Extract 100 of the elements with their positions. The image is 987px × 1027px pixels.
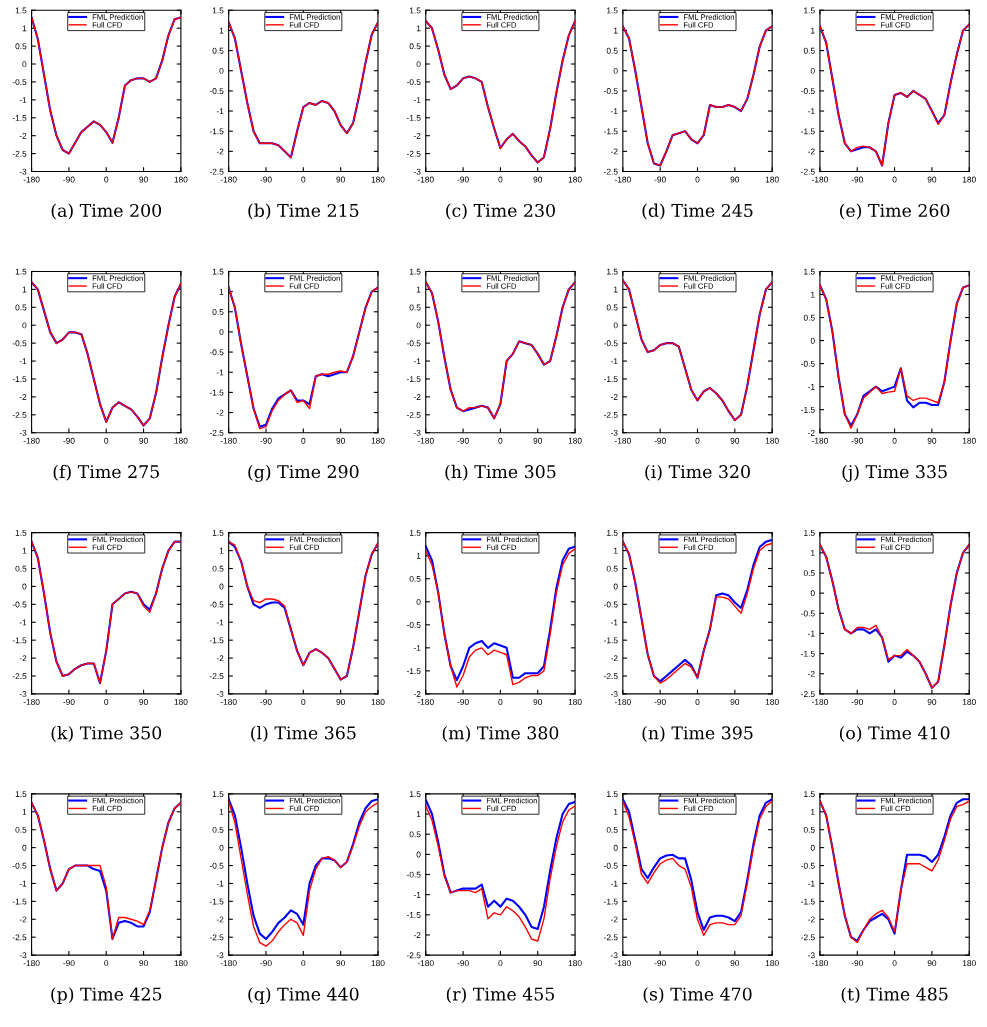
y-tick-label: -0.5 bbox=[209, 862, 224, 869]
x-tick-label: 180 bbox=[962, 437, 976, 444]
x-axis-title: (g) Time 290 bbox=[248, 464, 359, 482]
y-tick-label: 1 bbox=[22, 25, 27, 32]
y-tick-label: -3 bbox=[413, 168, 421, 175]
y-tick-label: -0.5 bbox=[603, 862, 618, 869]
x-tick-label: 180 bbox=[962, 698, 976, 705]
x-tick-label: -90 bbox=[457, 437, 469, 444]
y-tick-label: 0.5 bbox=[409, 304, 421, 311]
x-tick-label: 0 bbox=[498, 176, 503, 183]
y-tick-label: -3 bbox=[413, 429, 421, 436]
x-tick-label: -180 bbox=[417, 698, 434, 705]
x-axis-title: (r) Time 455 bbox=[446, 987, 555, 1004]
y-tick-label: -2 bbox=[216, 655, 224, 662]
x-axis-title: (s) Time 470 bbox=[643, 987, 752, 1004]
y-tick-label: -1 bbox=[413, 891, 421, 898]
x-tick-label: 180 bbox=[568, 437, 582, 444]
y-tick-label: 1 bbox=[22, 809, 27, 815]
y-tick-label: -1 bbox=[216, 619, 224, 626]
x-tick-label: 180 bbox=[765, 176, 779, 183]
y-tick-label: -2 bbox=[808, 148, 815, 155]
y-tick-label: -2.5 bbox=[603, 411, 618, 418]
x-tick-label: 180 bbox=[174, 176, 188, 183]
y-tick-label: -1.5 bbox=[603, 637, 618, 644]
y-tick-label: -2 bbox=[610, 394, 618, 400]
y-tick-label: -1.5 bbox=[603, 898, 618, 905]
x-axis-title: (i) Time 320 bbox=[645, 464, 750, 481]
y-tick-label: -1.5 bbox=[12, 898, 27, 905]
x-axis-title: (k) Time 350 bbox=[51, 725, 162, 742]
y-tick-label: -1 bbox=[216, 108, 224, 115]
y-tick-label: 1.5 bbox=[409, 7, 421, 14]
y-tick-label: 0.5 bbox=[409, 43, 421, 50]
x-tick-label: 180 bbox=[371, 437, 385, 444]
line-series bbox=[228, 21, 378, 159]
y-tick-label: 0 bbox=[22, 844, 27, 851]
x-axis-title: (h) Time 305 bbox=[445, 464, 556, 481]
x-axis-title: (p) Time 425 bbox=[51, 987, 162, 1004]
y-tick-label: 0.5 bbox=[409, 575, 421, 582]
x-axis-title: (n) Time 395 bbox=[642, 725, 753, 742]
y-tick-label: 0 bbox=[810, 337, 815, 344]
y-tick-label: 0 bbox=[416, 598, 421, 605]
y-tick-label: -2.5 bbox=[406, 150, 421, 157]
x-tick-label: 180 bbox=[371, 698, 385, 705]
y-tick-label: -2.5 bbox=[603, 168, 618, 175]
y-tick-label: -2 bbox=[413, 394, 421, 400]
x-tick-label: -90 bbox=[457, 176, 469, 183]
x-tick-label: 90 bbox=[730, 176, 740, 183]
x-tick-label: -90 bbox=[63, 437, 75, 444]
x-tick-label: 90 bbox=[533, 698, 543, 705]
y-tick-label: -2.5 bbox=[801, 934, 815, 941]
y-tick-label: 0 bbox=[810, 67, 815, 74]
x-tick-label: -90 bbox=[654, 176, 666, 183]
x-tick-label: 90 bbox=[139, 437, 148, 444]
y-tick-label: 1.5 bbox=[212, 7, 224, 14]
y-tick-label: 1.5 bbox=[15, 791, 27, 797]
y-tick-label: -3 bbox=[19, 952, 27, 959]
x-tick-label: 90 bbox=[730, 960, 740, 967]
y-tick-label: 0 bbox=[613, 844, 618, 851]
y-tick-label: -1.5 bbox=[603, 128, 618, 135]
line-series bbox=[228, 540, 378, 681]
y-tick-label: -2.5 bbox=[209, 168, 224, 175]
x-axis-title: (e) Time 260 bbox=[840, 203, 950, 220]
y-tick-label: -1 bbox=[808, 108, 815, 115]
y-tick-label: -1.5 bbox=[209, 637, 224, 644]
y-tick-label: 0.5 bbox=[803, 314, 815, 321]
y-tick-label: -2.5 bbox=[603, 934, 618, 941]
y-tick-label: 0.5 bbox=[15, 43, 27, 50]
y-tick-label: 1 bbox=[219, 547, 224, 554]
y-tick-label: -1 bbox=[808, 383, 815, 390]
y-tick-label: -1.5 bbox=[406, 668, 421, 674]
x-tick-label: 180 bbox=[371, 176, 385, 183]
x-tick-label: 0 bbox=[498, 698, 503, 705]
y-tick-label: 0.5 bbox=[212, 826, 224, 833]
y-tick-label: -1 bbox=[19, 97, 27, 103]
y-tick-label: 0 bbox=[22, 61, 27, 68]
x-tick-label: 180 bbox=[174, 698, 188, 705]
y-tick-label: 1.5 bbox=[15, 7, 27, 14]
x-tick-label: 90 bbox=[927, 176, 937, 183]
y-tick-label: 0 bbox=[219, 844, 224, 851]
y-tick-label: -1 bbox=[413, 645, 421, 651]
y-tick-label: -2 bbox=[216, 148, 224, 155]
x-tick-label: 0 bbox=[498, 437, 503, 444]
x-tick-label: 0 bbox=[695, 960, 700, 967]
x-tick-label: 0 bbox=[892, 176, 897, 183]
x-tick-label: 90 bbox=[336, 176, 345, 183]
y-tick-label: -1 bbox=[216, 369, 224, 376]
y-tick-label: -1 bbox=[610, 619, 618, 626]
y-tick-label: -1.5 bbox=[12, 376, 27, 383]
x-tick-label: -90 bbox=[851, 960, 863, 967]
y-tick-label: -0.5 bbox=[209, 601, 224, 608]
y-tick-label: -1 bbox=[610, 880, 618, 887]
x-tick-label: 0 bbox=[301, 960, 306, 967]
y-tick-label: -2 bbox=[19, 916, 27, 923]
x-tick-label: -90 bbox=[63, 698, 75, 705]
y-tick-label: 1 bbox=[22, 286, 27, 293]
x-axis-title: (t) Time 485 bbox=[841, 987, 948, 1004]
y-tick-label: -1.5 bbox=[406, 115, 421, 121]
y-tick-label: -1 bbox=[610, 358, 618, 365]
y-tick-label: -1 bbox=[413, 358, 421, 365]
y-tick-label: -2.5 bbox=[603, 673, 618, 680]
